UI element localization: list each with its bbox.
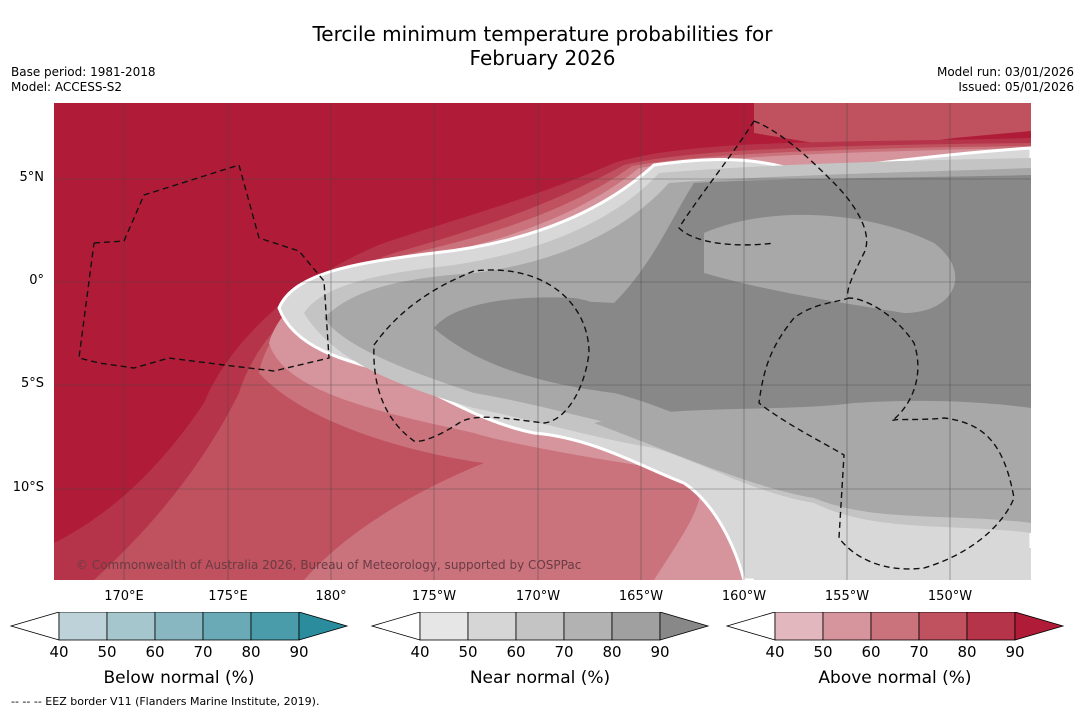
lon-label-155w: 155°W [824, 589, 870, 604]
colorbar-above-normal [725, 612, 1065, 641]
lon-label-175w: 175°W [411, 589, 457, 604]
above-colorbar-max-arrow [1014, 612, 1065, 641]
above-tick-90: 90 [1005, 643, 1025, 661]
near-80-patch [704, 214, 956, 313]
below-colorbar-max-arrow [298, 612, 349, 641]
above-colorbar-segment [774, 612, 824, 641]
eez-kiribati-gilbert [78, 164, 330, 372]
lon-label-170e: 170°E [104, 589, 144, 604]
lat-label-10s: 10°S [12, 480, 44, 495]
below-tick-60: 60 [145, 643, 165, 661]
lon-label-180: 180° [315, 589, 347, 604]
above-colorbar-segment [870, 612, 920, 641]
below-tick-40: 40 [49, 643, 69, 661]
probability-map [54, 103, 1031, 580]
above-tick-70: 70 [909, 643, 929, 661]
near-tick-80: 80 [602, 643, 622, 661]
near-60-patch [434, 297, 622, 371]
meta-right: Model run: 03/01/2026 Issued: 05/01/2026 [937, 65, 1074, 95]
below-colorbar-segment [106, 612, 156, 641]
grid-lines [54, 103, 1031, 580]
lat-label-5n: 5°N [19, 170, 45, 185]
near-colorbar-segment [467, 612, 517, 641]
above-tick-80: 80 [957, 643, 977, 661]
near-70-lower-band [594, 400, 1031, 523]
above-tick-40: 40 [765, 643, 785, 661]
above-normal-label: Above normal (%) [818, 668, 972, 688]
chart-title: Tercile minimum temperature probabilitie… [0, 22, 1085, 70]
issued-date: Issued: 05/01/2026 [958, 80, 1074, 94]
below-normal-label: Below normal (%) [103, 668, 255, 688]
eez-borders [78, 120, 1015, 570]
colorbar-near-normal [370, 612, 710, 641]
eez-kiribati-line-north [753, 120, 1015, 570]
eez-kiribati-line-south [678, 120, 775, 246]
near-tick-70: 70 [554, 643, 574, 661]
near-colorbar-segment [515, 612, 565, 641]
colorbars [9, 612, 1065, 641]
model-run: Model run: 03/01/2026 [936, 65, 1074, 79]
eez-kiribati-phoenix [373, 269, 590, 442]
lon-label-165w: 165°W [618, 589, 664, 604]
lon-label-175e: 175°E [208, 589, 248, 604]
above-colorbar-min-arrow [725, 612, 776, 641]
copyright-notice: © Commonwealth of Australia 2026, Bureau… [76, 558, 582, 572]
above-colorbar-segment [822, 612, 872, 641]
near-tick-60: 60 [506, 643, 526, 661]
below-tick-80: 80 [241, 643, 261, 661]
lat-label-0: 0° [29, 273, 44, 288]
below-colorbar-segment [202, 612, 252, 641]
near-tick-50: 50 [458, 643, 478, 661]
eez-footnote: -- -- -- EEZ border V11 (Flanders Marine… [11, 695, 320, 708]
above-tick-60: 60 [861, 643, 881, 661]
base-period: Base period: 1981-2018 [11, 65, 156, 79]
lon-label-150w: 150°W [927, 589, 973, 604]
lon-label-160w: 160°W [721, 589, 767, 604]
above-colorbar-segment [918, 612, 968, 641]
colorbar-below-normal [9, 612, 349, 641]
below-tick-90: 90 [289, 643, 309, 661]
near-colorbar-max-arrow [659, 612, 710, 641]
near-40-bottom-band [739, 502, 1031, 580]
below-colorbar-min-arrow [9, 612, 60, 641]
above-colorbar-segment [966, 612, 1016, 641]
title-line-2: February 2026 [469, 46, 616, 70]
near-colorbar-min-arrow [370, 612, 421, 641]
lon-label-170w: 170°W [515, 589, 561, 604]
below-tick-70: 70 [193, 643, 213, 661]
near-colorbar-segment [419, 612, 469, 641]
near-colorbar-segment [563, 612, 613, 641]
lat-label-5s: 5°S [20, 376, 44, 391]
above-tick-50: 50 [813, 643, 833, 661]
below-colorbar-segment [154, 612, 204, 641]
near-colorbar-segment [611, 612, 661, 641]
title-line-1: Tercile minimum temperature probabilitie… [312, 22, 773, 46]
below-colorbar-segment [250, 612, 300, 641]
near-normal-label: Near normal (%) [469, 668, 611, 688]
below-colorbar-segment [58, 612, 108, 641]
near-tick-90: 90 [650, 643, 670, 661]
above-80-top-band [754, 103, 1031, 148]
meta-left: Base period: 1981-2018 Model: ACCESS-S2 [11, 65, 156, 95]
near-tick-40: 40 [410, 643, 430, 661]
below-tick-50: 50 [97, 643, 117, 661]
model-name: Model: ACCESS-S2 [11, 80, 123, 94]
